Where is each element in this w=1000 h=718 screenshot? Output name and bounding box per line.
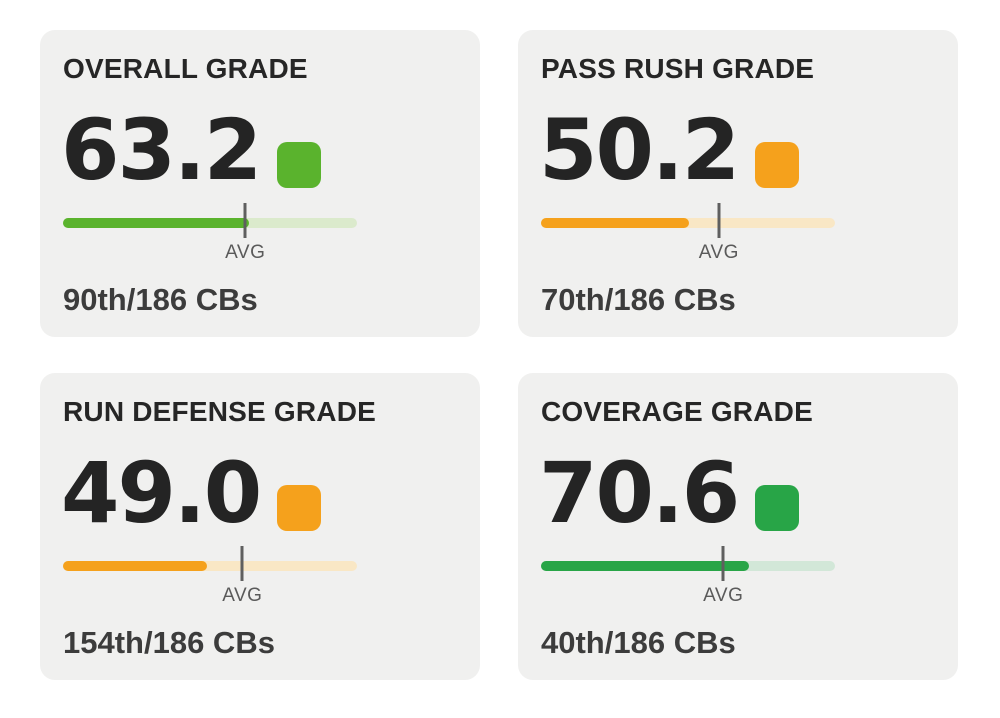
grade-card-coverage: COVERAGE GRADE 70.6 AVG 40th/186 CBs — [518, 373, 958, 680]
grade-bar: AVG — [63, 203, 357, 265]
grade-color-swatch — [755, 142, 799, 188]
avg-label: AVG — [703, 585, 744, 606]
avg-tick-line — [721, 546, 725, 581]
grade-card-overall: OVERALL GRADE 63.2 AVG 90th/186 CBs — [40, 30, 480, 337]
grade-color-swatch — [755, 485, 799, 531]
grade-rank: 90th/186 CBs — [63, 282, 258, 317]
grade-bar: AVG — [541, 203, 835, 265]
grade-value: 63.2 — [61, 101, 262, 199]
grade-color-swatch — [277, 485, 321, 531]
avg-tick-line — [717, 203, 721, 238]
grade-value: 50.2 — [539, 101, 740, 199]
grade-card-run-defense: RUN DEFENSE GRADE 49.0 AVG 154th/186 CBs — [40, 373, 480, 680]
grade-value: 70.6 — [539, 444, 740, 542]
avg-label: AVG — [698, 242, 739, 263]
avg-label: AVG — [225, 242, 266, 263]
grade-color-swatch — [277, 142, 321, 188]
grade-title: OVERALL GRADE — [63, 53, 308, 84]
grade-bar-fill — [541, 561, 749, 571]
grade-bar-track — [63, 561, 357, 571]
grade-rank: 40th/186 CBs — [541, 625, 736, 660]
grade-cards-grid: OVERALL GRADE 63.2 AVG 90th/186 CBs PASS… — [40, 30, 958, 680]
grade-bar-track — [541, 561, 835, 571]
grade-bar-track — [541, 218, 835, 228]
avg-label: AVG — [222, 585, 263, 606]
grade-title: RUN DEFENSE GRADE — [63, 396, 376, 427]
grade-bar-fill — [63, 561, 208, 571]
avg-tick-line — [240, 546, 244, 581]
grade-title: PASS RUSH GRADE — [541, 53, 815, 84]
grade-bar: AVG — [63, 546, 357, 608]
grade-bar-fill — [541, 218, 689, 228]
grade-bar-fill — [63, 218, 249, 228]
grade-bar: AVG — [541, 546, 835, 608]
grade-rank: 154th/186 CBs — [63, 625, 275, 660]
grade-card-pass-rush: PASS RUSH GRADE 50.2 AVG 70th/186 CBs — [518, 30, 958, 337]
grade-value: 49.0 — [61, 444, 262, 542]
grade-title: COVERAGE GRADE — [541, 396, 813, 427]
grade-rank: 70th/186 CBs — [541, 282, 736, 317]
grade-bar-track — [63, 218, 357, 228]
avg-tick-line — [243, 203, 247, 238]
